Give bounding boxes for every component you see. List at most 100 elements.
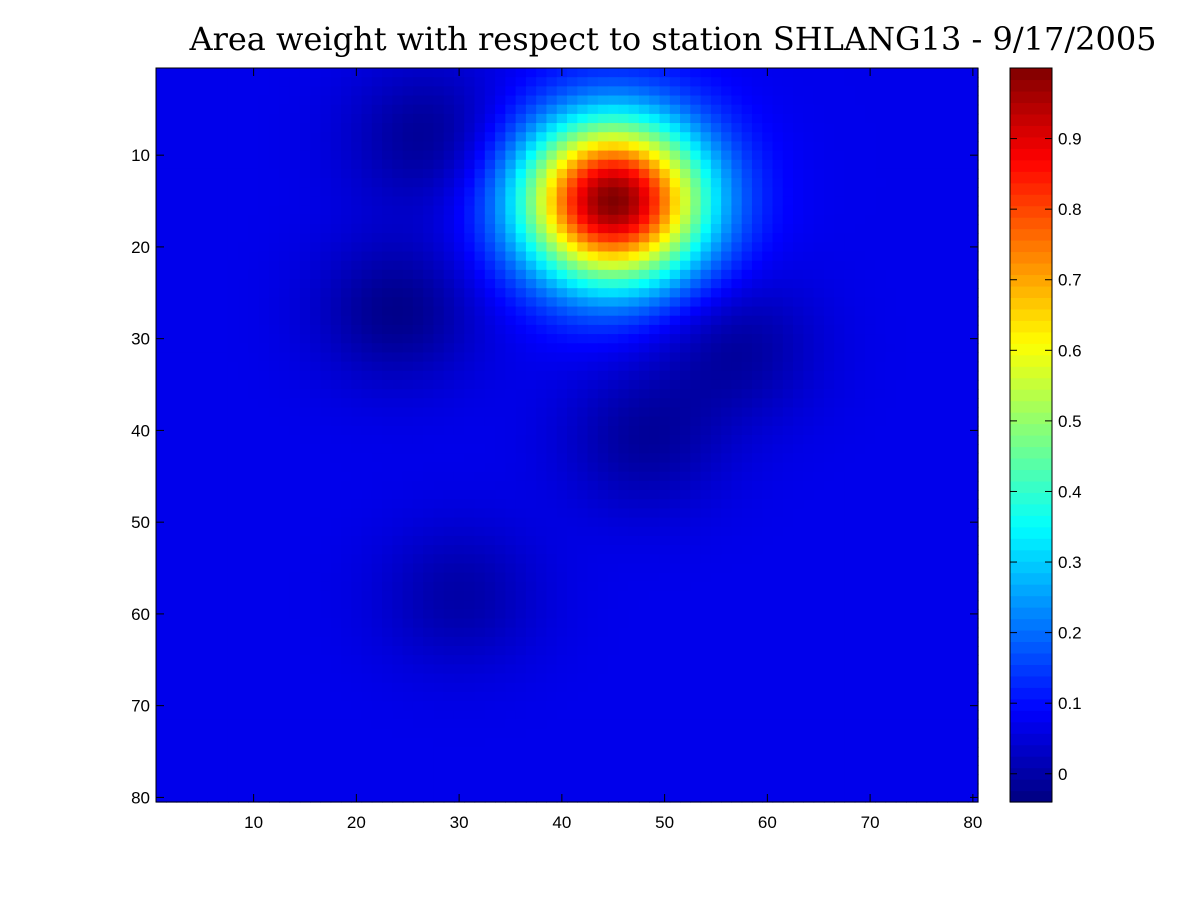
- heatmap-cell: [453, 508, 465, 519]
- heatmap-cell: [947, 141, 959, 152]
- heatmap-cell: [412, 370, 424, 381]
- heatmap-cell: [443, 581, 455, 592]
- heatmap-cell: [495, 526, 506, 537]
- heatmap-cell: [412, 334, 424, 344]
- heatmap-cell: [731, 205, 743, 216]
- heatmap-cell: [464, 361, 476, 372]
- heatmap-cell: [443, 609, 455, 620]
- heatmap-cell: [330, 444, 342, 454]
- heatmap-cell: [854, 581, 866, 592]
- heatmap-cell: [320, 315, 332, 326]
- heatmap-cell: [577, 508, 589, 519]
- heatmap-cell: [967, 627, 979, 638]
- heatmap-cell: [751, 526, 763, 537]
- heatmap-cell: [238, 242, 250, 253]
- heatmap-cell: [680, 581, 691, 592]
- heatmap-cell: [844, 352, 856, 363]
- heatmap-cell: [453, 407, 465, 418]
- heatmap-cell: [597, 123, 609, 133]
- heatmap-cell: [957, 223, 969, 234]
- heatmap-cell: [515, 68, 527, 78]
- heatmap-cell: [217, 370, 229, 381]
- heatmap-cell: [495, 416, 506, 427]
- heatmap-cell: [916, 104, 928, 115]
- heatmap-cell: [269, 398, 280, 409]
- heatmap-cell: [207, 416, 219, 427]
- heatmap-cell: [936, 196, 948, 207]
- heatmap-cell: [484, 260, 496, 271]
- heatmap-cell: [156, 324, 167, 335]
- heatmap-cell: [412, 196, 424, 207]
- heatmap-cell: [351, 104, 363, 115]
- heatmap-cell: [813, 288, 825, 298]
- heatmap-cell: [638, 435, 650, 445]
- heatmap-cell: [351, 379, 363, 390]
- heatmap-cell: [156, 260, 167, 271]
- heatmap-cell: [895, 260, 907, 271]
- heatmap-cell: [217, 242, 229, 253]
- heatmap-cell: [659, 159, 671, 170]
- heatmap-cell: [690, 324, 702, 335]
- heatmap-cell: [484, 554, 496, 565]
- heatmap-cell: [453, 187, 465, 198]
- heatmap-cell: [772, 526, 784, 537]
- heatmap-cell: [885, 462, 897, 473]
- heatmap-cell: [864, 581, 876, 592]
- heatmap-cell: [803, 517, 815, 528]
- heatmap-cell: [299, 132, 311, 143]
- heatmap-cell: [536, 242, 548, 253]
- heatmap-cell: [772, 104, 784, 115]
- heatmap-cell: [762, 324, 774, 335]
- heatmap-cell: [680, 279, 691, 289]
- heatmap-cell: [813, 453, 825, 464]
- heatmap-cell: [567, 196, 578, 207]
- heatmap-cell: [392, 554, 404, 565]
- heatmap-cell: [166, 407, 178, 418]
- heatmap-cell: [926, 526, 938, 537]
- heatmap-cell: [638, 590, 650, 601]
- heatmap-cell: [546, 517, 558, 528]
- heatmap-cell: [238, 627, 250, 638]
- heatmap-cell: [197, 526, 208, 537]
- heatmap-cell: [248, 214, 260, 225]
- heatmap-cell: [371, 389, 383, 399]
- heatmap-cell: [854, 435, 866, 445]
- heatmap-cell: [484, 425, 496, 436]
- heatmap-cell: [813, 242, 825, 253]
- heatmap-cell: [310, 86, 322, 97]
- heatmap-cell: [844, 269, 856, 280]
- heatmap-cell: [669, 490, 681, 500]
- heatmap-cell: [700, 545, 712, 555]
- heatmap-cell: [916, 609, 928, 620]
- heatmap-cell: [340, 600, 352, 610]
- heatmap-cell: [505, 306, 517, 317]
- heatmap-cell: [392, 251, 404, 262]
- heatmap-cell: [834, 627, 846, 638]
- heatmap-cell: [577, 334, 589, 344]
- heatmap-cell: [967, 572, 979, 583]
- heatmap-cell: [649, 554, 661, 565]
- heatmap-cell: [669, 251, 681, 262]
- heatmap-cell: [854, 609, 866, 620]
- heatmap-cell: [844, 123, 856, 133]
- heatmap-cell: [649, 178, 661, 188]
- heatmap-cell: [895, 187, 907, 198]
- heatmap-cell: [793, 324, 804, 335]
- heatmap-cell: [875, 315, 887, 326]
- heatmap-cell: [186, 233, 198, 243]
- heatmap-cell: [803, 407, 815, 418]
- heatmap-cell: [464, 86, 476, 97]
- heatmap-cell: [649, 545, 661, 555]
- heatmap-cell: [176, 526, 188, 537]
- heatmap-cell: [967, 297, 979, 308]
- heatmap-cell: [412, 590, 424, 601]
- heatmap-cell: [844, 288, 856, 298]
- heatmap-cell: [289, 499, 301, 510]
- heatmap-cell: [680, 306, 691, 317]
- heatmap-cell: [310, 196, 322, 207]
- heatmap-cell: [947, 517, 959, 528]
- heatmap-cell: [823, 389, 835, 399]
- heatmap-cell: [207, 554, 219, 565]
- heatmap-cell: [834, 444, 846, 454]
- heatmap-cell: [957, 398, 969, 409]
